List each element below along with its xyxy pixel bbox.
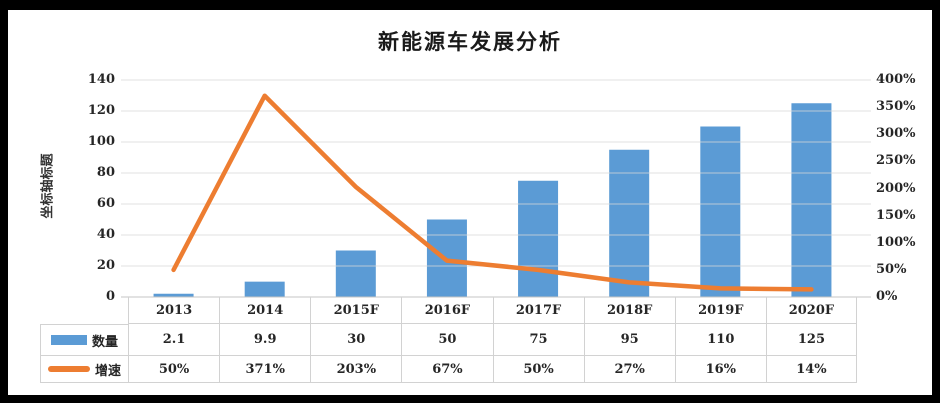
right-axis-tick-label: 50%: [876, 261, 907, 277]
table-value-数量-2020F: 125: [765, 324, 857, 356]
left-axis-tick-label: 100: [87, 134, 115, 149]
bar-2013: [153, 293, 194, 297]
table-value-增速-2020F: 14%: [765, 356, 857, 383]
left-axis-tick-label: 140: [87, 72, 115, 87]
chart-title: 新能源车发展分析: [378, 29, 562, 54]
table-header-2016F: 2016F: [401, 297, 493, 324]
table-value-数量-2019F: 110: [674, 324, 766, 356]
table-value-数量-2018F: 95: [583, 324, 675, 356]
table-value-增速-2016F: 67%: [401, 356, 493, 383]
table-value-增速-2018F: 27%: [583, 356, 675, 383]
bar-2014: [244, 281, 285, 297]
table-header-2018F: 2018F: [583, 297, 675, 324]
chart-canvas: 新能源车发展分析 坐标轴标题 140 120 100 80 60 40 20 0 400% 35…: [8, 10, 932, 395]
table-value-数量-2015F: 30: [310, 324, 402, 356]
bar-2020F: [791, 103, 832, 297]
left-axis-tick-label: 120: [87, 103, 115, 118]
plot-area: [121, 79, 871, 298]
table-value-增速-2019F: 16%: [674, 356, 766, 383]
table-header-2013: 2013: [128, 297, 220, 324]
table-value-增速-2017F: 50%: [492, 356, 584, 383]
table-value-数量-2014: 9.9: [219, 324, 311, 356]
right-axis-tick-label: 400%: [876, 72, 916, 87]
legend-cell-数量: 数量: [40, 324, 128, 356]
table-value-数量-2017F: 75: [492, 324, 584, 356]
series-name: 增速: [94, 363, 121, 379]
right-axis-tick-label: 250%: [876, 153, 916, 169]
table-value-数量-2016F: 50: [401, 324, 493, 356]
table-header-2017F: 2017F: [492, 297, 584, 324]
right-axis-tick-label: 300%: [876, 126, 916, 142]
table-value-增速-2013: 50%: [128, 356, 220, 383]
bar-2017F: [518, 180, 559, 297]
right-axis-tick-label: 150%: [876, 207, 916, 223]
table-header-2020F: 2020F: [765, 297, 857, 324]
right-axis-tick-label: 200%: [876, 180, 916, 196]
bar-2015F: [335, 250, 376, 297]
table-header-2019F: 2019F: [674, 297, 766, 324]
legend-line-swatch: [47, 366, 90, 372]
growth-line: [171, 93, 814, 292]
right-axis-tick-label: 350%: [876, 99, 916, 115]
table-value-增速-2014: 371%: [219, 356, 311, 383]
table-header-2014: 2014: [219, 297, 311, 324]
series-name: 数量: [91, 334, 118, 350]
legend-cell-增速: 增速: [40, 356, 128, 383]
bar-2018F: [609, 149, 650, 297]
left-axis-tick-label: 60: [96, 196, 115, 211]
right-axis-tick-label: 100%: [876, 234, 916, 250]
left-axis-tick-label: 20: [96, 258, 115, 273]
left-axis-tick-label: 0: [105, 289, 115, 304]
left-axis-tick-label: 40: [96, 227, 115, 242]
bar-2019F: [700, 126, 741, 297]
right-axis-tick-label: 0%: [876, 289, 898, 304]
table-value-数量-2013: 2.1: [128, 324, 220, 356]
table-value-增速-2015F: 203%: [310, 356, 402, 383]
legend-bar-swatch: [50, 335, 87, 345]
left-axis-tick-label: 80: [96, 165, 115, 180]
table-header-2015F: 2015F: [310, 297, 402, 324]
